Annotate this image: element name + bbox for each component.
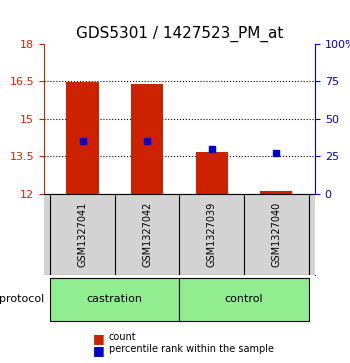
Text: count: count: [109, 332, 136, 342]
Text: castration: castration: [87, 294, 143, 304]
Text: control: control: [225, 294, 263, 304]
Text: ■: ■: [92, 344, 104, 356]
Text: ■: ■: [92, 332, 104, 344]
Text: percentile rank within the sample: percentile rank within the sample: [109, 344, 274, 354]
Text: GSM1327040: GSM1327040: [271, 202, 281, 267]
Text: GSM1327039: GSM1327039: [206, 202, 217, 267]
Text: GSM1327042: GSM1327042: [142, 202, 152, 267]
FancyBboxPatch shape: [50, 278, 179, 321]
FancyBboxPatch shape: [179, 278, 309, 321]
Bar: [260, 191, 292, 193]
Title: GDS5301 / 1427523_PM_at: GDS5301 / 1427523_PM_at: [76, 26, 283, 42]
Text: GSM1327041: GSM1327041: [77, 202, 88, 267]
Bar: [66, 82, 99, 193]
Text: protocol: protocol: [0, 294, 44, 304]
Bar: [196, 152, 228, 193]
Bar: [131, 84, 163, 193]
